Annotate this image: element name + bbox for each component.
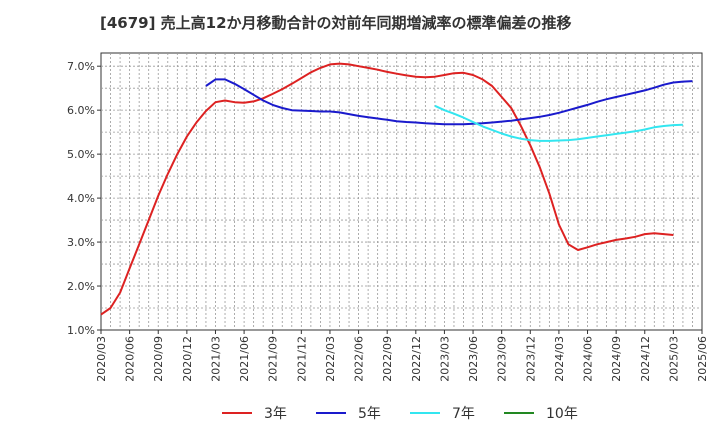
legend: 3年 5年 7年 10年 [222,406,578,422]
series-line-7年 [434,104,683,142]
x-tick-label: 2024/03 [553,336,566,382]
legend-label: 5年 [358,406,381,422]
x-tick-label: 2021/09 [267,336,280,382]
x-tick-label: 2021/03 [209,336,222,382]
y-tick-label: 4.0% [67,192,95,205]
y-tick-label: 1.0% [67,324,95,337]
x-tick-label: 2020/12 [181,336,194,382]
chart-title: [4679] 売上高12か月移動合計の対前年同期増減率の標準偏差の推移 [100,14,572,32]
x-tick-label: 2020/06 [124,336,137,382]
x-tick-label: 2022/12 [410,336,423,382]
x-tick-label: 2023/12 [524,336,537,382]
y-tick-label: 5.0% [67,148,95,161]
x-tick-label: 2025/06 [696,336,709,382]
y-axis: 1.0% 2.0% 3.0% 4.0% 5.0% 6.0% 7.0% [67,60,101,337]
x-tick-label: 2021/12 [295,336,308,382]
x-tick-label: 2024/06 [582,336,595,382]
grid [101,53,702,330]
x-axis: 2020/03 2020/06 2020/09 2020/12 2021/03 2021/… [95,330,709,382]
x-tick-label: 2020/03 [95,336,108,382]
y-tick-label: 6.0% [67,104,95,117]
y-tick-label: 3.0% [67,236,95,249]
legend-label: 7年 [452,406,475,422]
x-tick-label: 2023/06 [467,336,480,382]
x-tick-label: 2023/09 [496,336,509,382]
x-tick-label: 2021/06 [238,336,251,382]
x-tick-label: 2020/09 [152,336,165,382]
series-lines [100,62,693,316]
series-line-3年 [100,62,674,316]
legend-label: 10年 [546,406,578,422]
y-tick-label: 2.0% [67,280,95,293]
x-tick-label: 2023/03 [438,336,451,382]
series-line-5年 [205,78,693,126]
y-tick-label: 7.0% [67,60,95,73]
x-tick-label: 2025/03 [667,336,680,382]
x-tick-label: 2024/12 [639,336,652,382]
legend-label: 3年 [264,406,287,422]
x-tick-label: 2022/09 [381,336,394,382]
x-tick-label: 2022/03 [324,336,337,382]
x-tick-label: 2024/09 [610,336,623,382]
x-tick-label: 2022/06 [353,336,366,382]
plot-area [100,52,703,331]
